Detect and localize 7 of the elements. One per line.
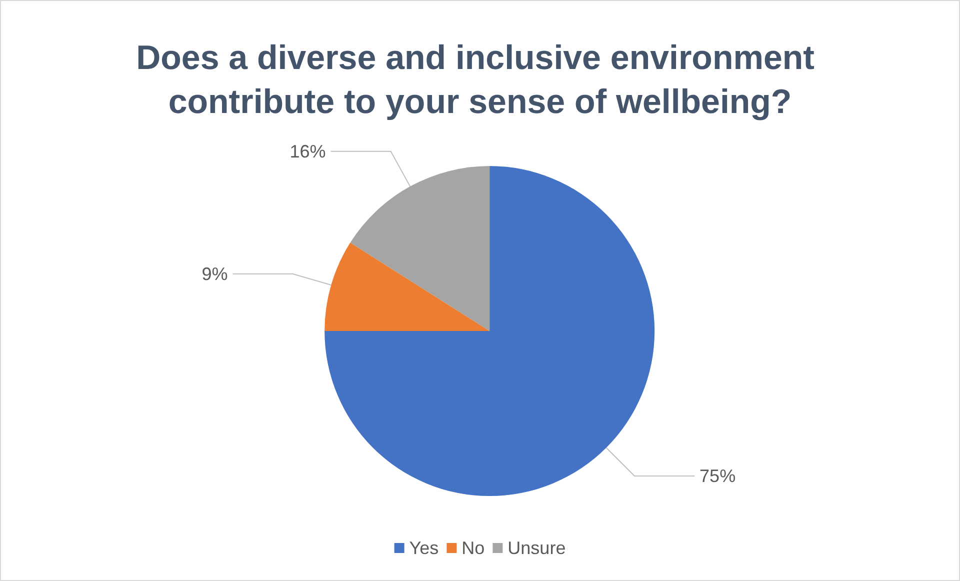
data-label: 16%: [290, 141, 326, 162]
data-label: 9%: [202, 264, 228, 284]
legend-label: Yes: [409, 538, 439, 558]
data-label: 75%: [700, 466, 736, 486]
chart-title: Does a diverse and inclusive environment contribute to your sense of wellbeing?: [136, 39, 824, 121]
legend-label: Unsure: [508, 538, 566, 558]
legend-label: No: [462, 538, 485, 558]
